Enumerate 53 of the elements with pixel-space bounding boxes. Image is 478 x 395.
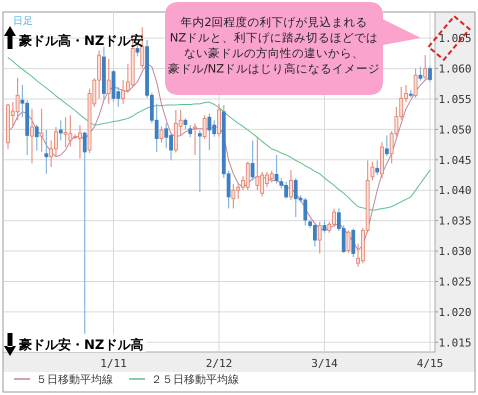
- annotation: NZドルと、利下げに踏み切るほどでは: [170, 30, 378, 44]
- candlestick: [202, 114, 207, 140]
- candlestick: [82, 131, 87, 334]
- candlestick: [44, 129, 48, 174]
- candlestick: [351, 228, 356, 258]
- annotation: ない豪ドルの方向性の違いから、: [184, 46, 364, 60]
- y-tick-label: 1.040: [438, 184, 472, 198]
- y-tick-label: 1.030: [438, 245, 472, 258]
- candlestick: [160, 126, 164, 144]
- annotation: 日足: [13, 16, 33, 27]
- candlestick: [30, 108, 34, 164]
- candlestick: [58, 120, 63, 141]
- y-tick-label: 1.055: [438, 92, 472, 106]
- candlestick: [274, 154, 278, 184]
- candlestick: [106, 58, 111, 104]
- legend-label: ５日移動平均線: [36, 373, 113, 386]
- candlestick: [217, 103, 221, 138]
- y-tick-label: 1.035: [438, 214, 472, 228]
- line-series: [8, 63, 430, 251]
- annotation: 豪ドル安・NZドル高: [18, 337, 144, 353]
- y-tick-label: 1.060: [438, 62, 472, 76]
- legend-label: ２５日移動平均線: [151, 373, 239, 386]
- annotation: 豪ドル/NZドルはじり高になるイメージ: [168, 62, 380, 76]
- x-tick-label: 2/12: [206, 357, 232, 370]
- x-tick-label: 3/14: [311, 357, 338, 370]
- candlestick: [198, 130, 202, 193]
- candlestick: [184, 118, 188, 130]
- y-tick-label: 1.025: [438, 275, 472, 288]
- y-tick-label: 1.015: [438, 336, 472, 350]
- candlestick: [322, 220, 326, 234]
- candlestick: [428, 64, 432, 83]
- candlestick: [34, 124, 39, 152]
- candlestick: [188, 124, 192, 138]
- x-tick-label: 4/15: [416, 357, 444, 370]
- y-tick-label: 1.020: [438, 306, 472, 319]
- candlestick: [370, 161, 374, 182]
- candlestick: [384, 134, 389, 157]
- annotation: 年内2回程度の利下げが見込まれる: [180, 15, 368, 29]
- x-tick-label: 1/11: [100, 357, 127, 370]
- y-tick-label: 1.045: [438, 154, 472, 167]
- y-tick-label: 1.065: [438, 32, 472, 46]
- candlestick: [423, 54, 428, 80]
- candlestick: [289, 170, 293, 201]
- candlestick: [346, 230, 350, 254]
- candlestick: [318, 221, 322, 254]
- y-tick-label: 1.050: [438, 123, 472, 136]
- candlestick: [40, 108, 44, 152]
- candlestick: [250, 140, 254, 182]
- candlestick: [375, 160, 380, 176]
- candlestick: [414, 68, 418, 98]
- annotation: 豪ドル高・NZドル安: [18, 33, 144, 49]
- candlestick: [193, 122, 197, 156]
- candlestick: [418, 66, 422, 82]
